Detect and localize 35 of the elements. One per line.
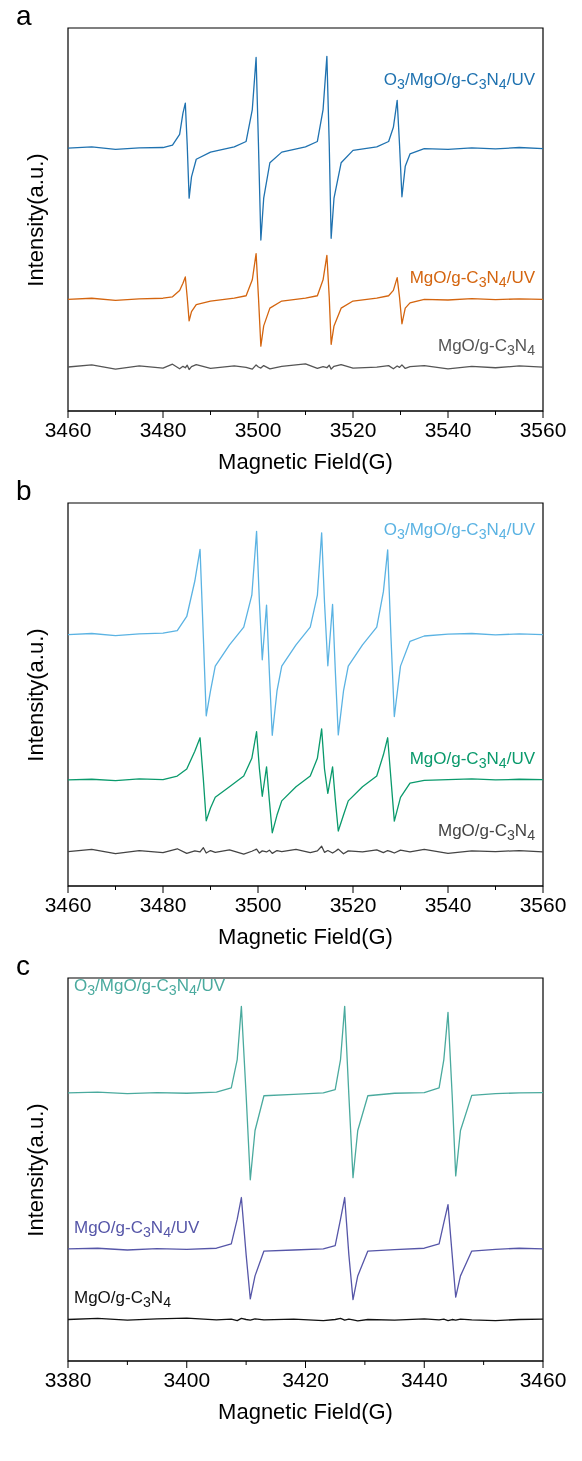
series-label: MgO/g-C$_{3}$N$_{4}$ — [438, 820, 535, 843]
series-label: O$_{3}$/MgO/g-C$_{3}$N$_{4}$/UV — [383, 70, 535, 93]
x-tick-label: 3440 — [400, 1368, 448, 1391]
x-axis-title: Magnetic Field(G) — [218, 924, 393, 950]
x-tick-label: 3560 — [519, 418, 567, 441]
series-label: MgO/g-C$_{3}$N$_{4}$ — [74, 1288, 171, 1311]
series-label: O$_{3}$/MgO/g-C$_{3}$N$_{4}$/UV — [383, 519, 535, 543]
series-label: MgO/g-C$_{3}$N$_{4}$ — [438, 335, 535, 359]
x-tick-label: 3520 — [329, 893, 377, 916]
x-axis-title: Magnetic Field(G) — [218, 449, 393, 475]
x-tick-label: 3540 — [424, 893, 472, 916]
x-axis-title: Magnetic Field(G) — [218, 1399, 393, 1425]
series-label: MgO/g-C$_{3}$N$_{4}$/UV — [409, 267, 535, 290]
x-tick-label: 3460 — [44, 418, 92, 441]
y-axis-title: Intensity(a.u.) — [23, 1102, 49, 1237]
x-tick-label: 3500 — [234, 893, 282, 916]
x-tick-label: 3480 — [139, 893, 187, 916]
y-axis-title: Intensity(a.u.) — [23, 152, 49, 287]
x-tick-label: 3500 — [234, 418, 282, 441]
x-tick-label: 3400 — [163, 1368, 211, 1391]
series-label: MgO/g-C$_{3}$N$_{4}$/UV — [409, 748, 535, 772]
x-tick-label: 3480 — [139, 418, 187, 441]
x-tick-label: 3560 — [519, 893, 567, 916]
x-tick-label: 3380 — [44, 1368, 92, 1391]
x-tick-label: 3540 — [424, 418, 472, 441]
chart-title: b — [16, 475, 32, 507]
series-label: O$_{3}$/MgO/g-C$_{3}$N$_{4}$/UV — [74, 976, 226, 999]
chart-title: a — [16, 0, 32, 32]
x-tick-label: 3420 — [282, 1368, 329, 1391]
y-axis-title: Intensity(a.u.) — [23, 627, 49, 762]
series-label: MgO/g-C$_{3}$N$_{4}$/UV — [74, 1218, 200, 1241]
x-tick-label: 3460 — [44, 893, 92, 916]
x-tick-label: 3520 — [329, 418, 377, 441]
x-tick-label: 3460 — [519, 1368, 567, 1391]
chart-title: c — [16, 950, 30, 982]
